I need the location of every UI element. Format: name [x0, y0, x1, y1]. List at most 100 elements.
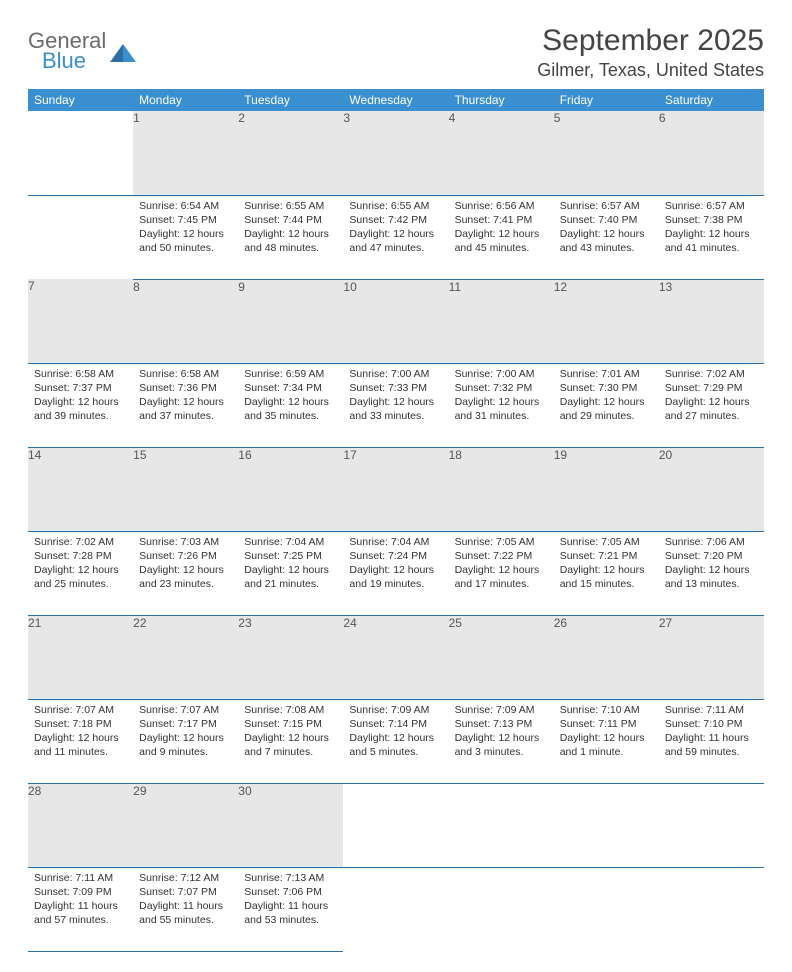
- brand-text: General Blue: [28, 30, 106, 72]
- day-cell: Sunrise: 7:02 AMSunset: 7:29 PMDaylight:…: [659, 363, 764, 447]
- daynum-row: 123456: [28, 111, 764, 195]
- daylight-line: Daylight: 12 hours and 23 minutes.: [139, 563, 232, 591]
- day-cell: [449, 867, 554, 951]
- daylight-line: Daylight: 11 hours and 55 minutes.: [139, 899, 232, 927]
- day-number: [343, 783, 448, 867]
- day-cell: Sunrise: 7:02 AMSunset: 7:28 PMDaylight:…: [28, 531, 133, 615]
- day-number: 3: [343, 111, 448, 195]
- sunset-line: Sunset: 7:14 PM: [349, 717, 442, 731]
- day-cell: Sunrise: 7:07 AMSunset: 7:18 PMDaylight:…: [28, 699, 133, 783]
- sunrise-line: Sunrise: 6:54 AM: [139, 199, 232, 213]
- month-title: September 2025: [537, 24, 764, 58]
- day-number: 13: [659, 279, 764, 363]
- sunset-line: Sunset: 7:22 PM: [455, 549, 548, 563]
- content-row: Sunrise: 6:58 AMSunset: 7:37 PMDaylight:…: [28, 363, 764, 447]
- daylight-line: Daylight: 12 hours and 17 minutes.: [455, 563, 548, 591]
- day-cell-body: Sunrise: 7:09 AMSunset: 7:13 PMDaylight:…: [449, 700, 554, 766]
- sunset-line: Sunset: 7:44 PM: [244, 213, 337, 227]
- daynum-row: 78910111213: [28, 279, 764, 363]
- daylight-line: Daylight: 12 hours and 3 minutes.: [455, 731, 548, 759]
- day-cell-body: Sunrise: 7:00 AMSunset: 7:32 PMDaylight:…: [449, 364, 554, 430]
- sunset-line: Sunset: 7:33 PM: [349, 381, 442, 395]
- day-cell-body: Sunrise: 6:56 AMSunset: 7:41 PMDaylight:…: [449, 196, 554, 262]
- day-cell: Sunrise: 7:11 AMSunset: 7:10 PMDaylight:…: [659, 699, 764, 783]
- sunrise-line: Sunrise: 7:05 AM: [455, 535, 548, 549]
- sunrise-line: Sunrise: 7:13 AM: [244, 871, 337, 885]
- sunrise-line: Sunrise: 7:08 AM: [244, 703, 337, 717]
- day-cell-body: Sunrise: 7:11 AMSunset: 7:10 PMDaylight:…: [659, 700, 764, 766]
- day-cell-body: Sunrise: 6:59 AMSunset: 7:34 PMDaylight:…: [238, 364, 343, 430]
- day-number: 19: [554, 447, 659, 531]
- day-cell-body: Sunrise: 6:57 AMSunset: 7:38 PMDaylight:…: [659, 196, 764, 262]
- sunrise-line: Sunrise: 6:57 AM: [560, 199, 653, 213]
- daylight-line: Daylight: 12 hours and 5 minutes.: [349, 731, 442, 759]
- daylight-line: Daylight: 12 hours and 25 minutes.: [34, 563, 127, 591]
- daylight-line: Daylight: 12 hours and 48 minutes.: [244, 227, 337, 255]
- daylight-line: Daylight: 12 hours and 43 minutes.: [560, 227, 653, 255]
- day-header: Monday: [133, 89, 238, 111]
- calendar-table: SundayMondayTuesdayWednesdayThursdayFrid…: [28, 89, 764, 952]
- day-cell: Sunrise: 7:07 AMSunset: 7:17 PMDaylight:…: [133, 699, 238, 783]
- sunset-line: Sunset: 7:24 PM: [349, 549, 442, 563]
- daynum-row: 21222324252627: [28, 615, 764, 699]
- sunrise-line: Sunrise: 7:05 AM: [560, 535, 653, 549]
- sunrise-line: Sunrise: 7:02 AM: [34, 535, 127, 549]
- day-cell-body: Sunrise: 7:05 AMSunset: 7:21 PMDaylight:…: [554, 532, 659, 598]
- sunset-line: Sunset: 7:09 PM: [34, 885, 127, 899]
- day-cell-body: Sunrise: 7:04 AMSunset: 7:25 PMDaylight:…: [238, 532, 343, 598]
- day-cell: [343, 867, 448, 951]
- day-header: Sunday: [28, 89, 133, 111]
- day-number: 22: [133, 615, 238, 699]
- sunset-line: Sunset: 7:32 PM: [455, 381, 548, 395]
- day-cell-body: Sunrise: 7:01 AMSunset: 7:30 PMDaylight:…: [554, 364, 659, 430]
- day-cell: Sunrise: 6:55 AMSunset: 7:44 PMDaylight:…: [238, 195, 343, 279]
- day-cell: [28, 195, 133, 279]
- day-cell: Sunrise: 6:59 AMSunset: 7:34 PMDaylight:…: [238, 363, 343, 447]
- sunset-line: Sunset: 7:07 PM: [139, 885, 232, 899]
- sunset-line: Sunset: 7:26 PM: [139, 549, 232, 563]
- sunrise-line: Sunrise: 7:09 AM: [455, 703, 548, 717]
- sunrise-line: Sunrise: 6:56 AM: [455, 199, 548, 213]
- day-number: [28, 111, 133, 195]
- day-cell: Sunrise: 7:11 AMSunset: 7:09 PMDaylight:…: [28, 867, 133, 951]
- day-number: 21: [28, 615, 133, 699]
- daylight-line: Daylight: 12 hours and 39 minutes.: [34, 395, 127, 423]
- day-cell-body: Sunrise: 6:55 AMSunset: 7:42 PMDaylight:…: [343, 196, 448, 262]
- day-cell: Sunrise: 7:12 AMSunset: 7:07 PMDaylight:…: [133, 867, 238, 951]
- day-cell: [554, 867, 659, 951]
- sunset-line: Sunset: 7:25 PM: [244, 549, 337, 563]
- day-cell: Sunrise: 6:56 AMSunset: 7:41 PMDaylight:…: [449, 195, 554, 279]
- sunset-line: Sunset: 7:30 PM: [560, 381, 653, 395]
- sunrise-line: Sunrise: 6:55 AM: [244, 199, 337, 213]
- sunrise-line: Sunrise: 6:55 AM: [349, 199, 442, 213]
- day-number: 30: [238, 783, 343, 867]
- sunrise-line: Sunrise: 7:00 AM: [455, 367, 548, 381]
- sunrise-line: Sunrise: 7:09 AM: [349, 703, 442, 717]
- daylight-line: Daylight: 12 hours and 19 minutes.: [349, 563, 442, 591]
- day-header: Saturday: [659, 89, 764, 111]
- sunrise-line: Sunrise: 7:10 AM: [560, 703, 653, 717]
- day-number: 20: [659, 447, 764, 531]
- daynum-row: 14151617181920: [28, 447, 764, 531]
- day-number: 27: [659, 615, 764, 699]
- sunset-line: Sunset: 7:41 PM: [455, 213, 548, 227]
- day-number: 6: [659, 111, 764, 195]
- sunrise-line: Sunrise: 6:58 AM: [139, 367, 232, 381]
- brand-logo: General Blue: [28, 24, 136, 72]
- day-cell-body: Sunrise: 6:57 AMSunset: 7:40 PMDaylight:…: [554, 196, 659, 262]
- sunrise-line: Sunrise: 7:11 AM: [665, 703, 758, 717]
- sunset-line: Sunset: 7:34 PM: [244, 381, 337, 395]
- sunset-line: Sunset: 7:17 PM: [139, 717, 232, 731]
- sunset-line: Sunset: 7:10 PM: [665, 717, 758, 731]
- day-cell: Sunrise: 6:54 AMSunset: 7:45 PMDaylight:…: [133, 195, 238, 279]
- day-number: [554, 783, 659, 867]
- day-cell: Sunrise: 7:00 AMSunset: 7:32 PMDaylight:…: [449, 363, 554, 447]
- daylight-line: Daylight: 12 hours and 15 minutes.: [560, 563, 653, 591]
- calendar-page: General Blue September 2025 Gilmer, Texa…: [0, 0, 792, 972]
- day-cell-body: Sunrise: 7:13 AMSunset: 7:06 PMDaylight:…: [238, 868, 343, 934]
- day-cell: Sunrise: 7:00 AMSunset: 7:33 PMDaylight:…: [343, 363, 448, 447]
- day-cell-body: Sunrise: 7:07 AMSunset: 7:17 PMDaylight:…: [133, 700, 238, 766]
- day-cell-body: Sunrise: 7:09 AMSunset: 7:14 PMDaylight:…: [343, 700, 448, 766]
- day-cell: Sunrise: 7:01 AMSunset: 7:30 PMDaylight:…: [554, 363, 659, 447]
- sunrise-line: Sunrise: 7:07 AM: [34, 703, 127, 717]
